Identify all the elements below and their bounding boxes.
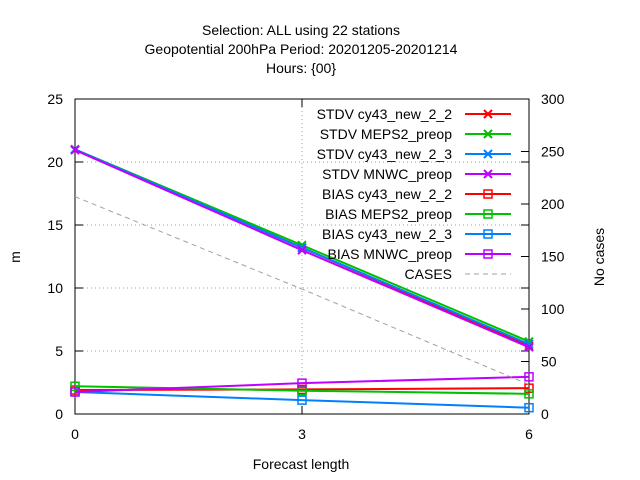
point-marker-square (524, 383, 534, 393)
point-marker-square (297, 395, 307, 405)
y-tick-label: 20 (47, 154, 63, 170)
series-line (74, 375, 530, 393)
y-tick-label: 25 (47, 91, 63, 107)
y2-tick-label: 150 (541, 249, 565, 265)
point-marker-cross (70, 145, 80, 155)
legend-item: STDV cy43_new_2_3 (317, 146, 511, 162)
point-marker-square (524, 389, 534, 399)
point-marker-square (483, 229, 493, 239)
x-tick-label: 3 (298, 426, 306, 442)
grid-lines (75, 99, 529, 414)
title-line: Selection: ALL using 22 stations (202, 22, 400, 38)
y-tick-label: 0 (55, 406, 63, 422)
title-line: Geopotential 200hPa Period: 20201205-202… (145, 41, 458, 57)
y2-tick-label: 200 (541, 196, 565, 212)
series-group (70, 144, 534, 413)
legend-item: CASES (405, 266, 511, 282)
legend-item: STDV cy43_new_2_2 (317, 106, 511, 122)
chart-title: Selection: ALL using 22 stations Geopoten… (145, 22, 458, 76)
series-stdv-mnwc-preop (70, 145, 534, 352)
y2-tick-label: 250 (541, 144, 565, 160)
y-axis-ticks: 0 5 10 15 20 25 (47, 91, 529, 422)
point-marker-square (70, 387, 80, 397)
point-marker-square (524, 402, 534, 413)
legend-label: BIAS MEPS2_preop (325, 206, 452, 222)
point-marker-square (297, 378, 307, 388)
point-marker-square (524, 372, 534, 382)
legend-label: BIAS cy43_new_2_2 (322, 186, 452, 202)
point-marker-square (483, 249, 493, 259)
y2-axis-ticks: 0 50 100 150 200 250 300 (521, 91, 565, 422)
series-line (74, 390, 530, 409)
y2-tick-label: 100 (541, 301, 565, 317)
legend-item: STDV MNWC_preop (322, 166, 511, 182)
legend-item: BIAS MEPS2_preop (325, 206, 511, 222)
x-axis-ticks: 0 3 6 (71, 99, 533, 442)
y2-tick-label: 0 (541, 406, 549, 422)
series-line (74, 385, 530, 395)
legend: STDV cy43_new_2_2 STDV MEPS2_preop STDV cy… (317, 106, 511, 282)
point-marker-cross (483, 109, 493, 119)
legend-item: BIAS cy43_new_2_2 (322, 186, 511, 202)
point-marker-cross (524, 342, 534, 352)
title-line: Hours: {00} (266, 60, 336, 76)
point-marker-square (483, 209, 493, 219)
series-bias-meps2-preop (70, 381, 534, 399)
y2-tick-label: 300 (541, 91, 565, 107)
x-tick-label: 0 (71, 426, 79, 442)
point-marker-square (483, 189, 493, 199)
y2-tick-label: 50 (541, 354, 557, 370)
y-tick-label: 15 (47, 217, 63, 233)
legend-label: STDV MEPS2_preop (320, 126, 452, 142)
y-tick-label: 10 (47, 280, 63, 296)
legend-item: BIAS MNWC_preop (328, 246, 511, 262)
y-tick-label: 5 (55, 343, 63, 359)
legend-label: CASES (405, 266, 452, 282)
legend-label: STDV MNWC_preop (322, 166, 452, 182)
legend-label: STDV cy43_new_2_2 (317, 106, 453, 122)
legend-label: BIAS MNWC_preop (328, 246, 453, 262)
legend-item: STDV MEPS2_preop (320, 126, 511, 142)
y-axis-label: m (7, 251, 23, 263)
series-line (74, 196, 530, 386)
legend-item: BIAS cy43_new_2_3 (322, 226, 511, 242)
legend-label: BIAS cy43_new_2_3 (322, 226, 452, 242)
legend-label: STDV cy43_new_2_3 (317, 146, 453, 162)
x-tick-label: 6 (525, 426, 533, 442)
series-cases (74, 196, 530, 386)
plot-border (74, 98, 530, 415)
point-marker-cross (483, 169, 493, 179)
series-bias-mnwc-preop (70, 372, 534, 397)
plot-frame (74, 98, 530, 415)
point-marker-cross (483, 129, 493, 139)
y2-axis-label: No cases (591, 228, 607, 286)
point-marker-square (70, 381, 80, 392)
point-marker-cross (297, 245, 307, 255)
point-marker-cross (483, 149, 493, 159)
x-axis-label: Forecast length (253, 456, 350, 472)
